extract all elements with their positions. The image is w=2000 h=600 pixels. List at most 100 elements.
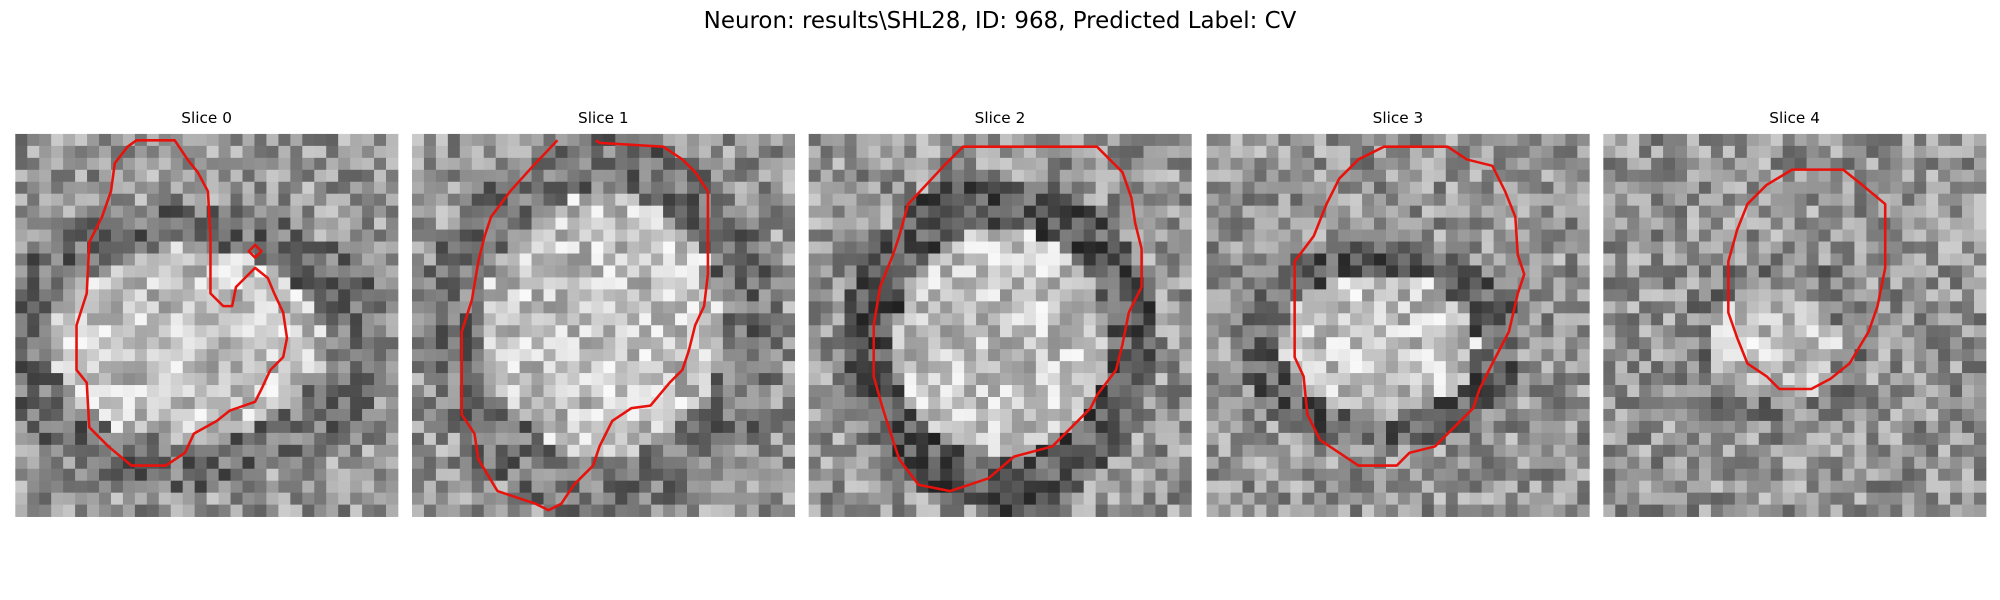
- image-pixel: [1107, 169, 1120, 183]
- image-pixel: [1878, 157, 1891, 171]
- image-pixel: [1143, 253, 1156, 266]
- image-pixel: [51, 193, 64, 207]
- image-pixel: [1290, 468, 1303, 482]
- panel-title: Slice 4: [1769, 109, 1820, 127]
- image-pixel: [1950, 277, 1963, 290]
- image-pixel: [1230, 169, 1243, 183]
- image-pixel: [940, 420, 953, 434]
- image-pixel: [952, 253, 965, 266]
- image-pixel: [194, 289, 208, 302]
- image-pixel: [531, 420, 544, 434]
- image-pixel: [880, 432, 893, 446]
- image-pixel: [651, 337, 664, 350]
- image-pixel: [1493, 456, 1506, 470]
- image-pixel: [194, 205, 208, 219]
- image-pixel: [1338, 468, 1351, 482]
- image-pixel: [1698, 133, 1712, 147]
- image-pixel: [1445, 229, 1459, 242]
- image-pixel: [1902, 289, 1915, 302]
- image-pixel: [1902, 373, 1915, 386]
- image-pixel: [880, 241, 893, 254]
- image-pixel: [952, 408, 965, 422]
- image-pixel: [1302, 361, 1315, 374]
- image-pixel: [1758, 217, 1772, 230]
- image-pixel: [362, 313, 375, 326]
- image-pixel: [1902, 361, 1915, 374]
- image-pixel: [1541, 480, 1554, 494]
- image-pixel: [350, 217, 363, 230]
- image-pixel: [1206, 313, 1219, 326]
- image-pixel: [39, 444, 52, 458]
- image-pixel: [1615, 193, 1628, 207]
- image-pixel: [591, 361, 604, 374]
- image-pixel: [1818, 456, 1831, 470]
- image-pixel: [1469, 301, 1483, 314]
- image-pixel: [1663, 361, 1676, 374]
- image-pixel: [1854, 301, 1867, 314]
- image-pixel: [591, 145, 604, 159]
- image-pixel: [880, 504, 893, 517]
- image-pixel: [314, 253, 327, 266]
- image-pixel: [39, 253, 52, 266]
- image-pixel: [1890, 133, 1903, 147]
- image-pixel: [808, 133, 822, 147]
- image-pixel: [1386, 301, 1399, 314]
- image-pixel: [1806, 397, 1819, 410]
- image-pixel: [1890, 265, 1903, 278]
- image-pixel: [194, 277, 208, 290]
- image-pixel: [1386, 241, 1399, 254]
- image-pixel: [1457, 385, 1471, 398]
- image-pixel: [543, 420, 556, 434]
- image-pixel: [976, 444, 989, 458]
- image-pixel: [1397, 480, 1411, 494]
- image-pixel: [1914, 229, 1927, 242]
- image-pixel: [675, 169, 688, 183]
- image-pixel: [1266, 361, 1279, 374]
- image-pixel: [1818, 408, 1831, 422]
- image-pixel: [531, 325, 544, 338]
- image-pixel: [567, 133, 580, 147]
- image-pixel: [483, 397, 497, 410]
- image-pixel: [1698, 205, 1712, 219]
- image-pixel: [1553, 181, 1566, 195]
- image-pixel: [543, 169, 556, 183]
- image-pixel: [1950, 420, 1963, 434]
- image-pixel: [1962, 145, 1975, 159]
- image-pixel: [1047, 504, 1061, 517]
- image-pixel: [110, 205, 124, 219]
- image-pixel: [1314, 420, 1327, 434]
- image-pixel: [519, 301, 532, 314]
- image-pixel: [39, 157, 52, 171]
- image-pixel: [892, 133, 905, 147]
- image-pixel: [182, 217, 196, 230]
- image-pixel: [1830, 289, 1843, 302]
- image-pixel: [1350, 169, 1363, 183]
- image-pixel: [1974, 373, 1987, 386]
- image-pixel: [1230, 265, 1243, 278]
- image-pixel: [663, 193, 676, 207]
- image-pixel: [1517, 193, 1530, 207]
- image-pixel: [1011, 337, 1025, 350]
- image-pixel: [675, 277, 688, 290]
- image-pixel: [1083, 444, 1097, 458]
- image-pixel: [1254, 337, 1267, 350]
- image-pixel: [1374, 480, 1387, 494]
- image-pixel: [1914, 325, 1927, 338]
- image-pixel: [1011, 349, 1025, 362]
- image-pixel: [1350, 181, 1363, 195]
- image-pixel: [1553, 241, 1566, 254]
- image-pixel: [1794, 193, 1807, 207]
- image-pixel: [1890, 325, 1903, 338]
- image-pixel: [746, 313, 760, 326]
- image-pixel: [1338, 265, 1351, 278]
- image-pixel: [1854, 408, 1867, 422]
- image-pixel: [1242, 361, 1255, 374]
- image-pixel: [75, 504, 88, 517]
- image-pixel: [483, 133, 497, 147]
- image-pixel: [1143, 193, 1156, 207]
- image-pixel: [1794, 456, 1807, 470]
- image-pixel: [591, 385, 604, 398]
- image-pixel: [904, 277, 917, 290]
- image-pixel: [976, 349, 989, 362]
- image-pixel: [880, 480, 893, 494]
